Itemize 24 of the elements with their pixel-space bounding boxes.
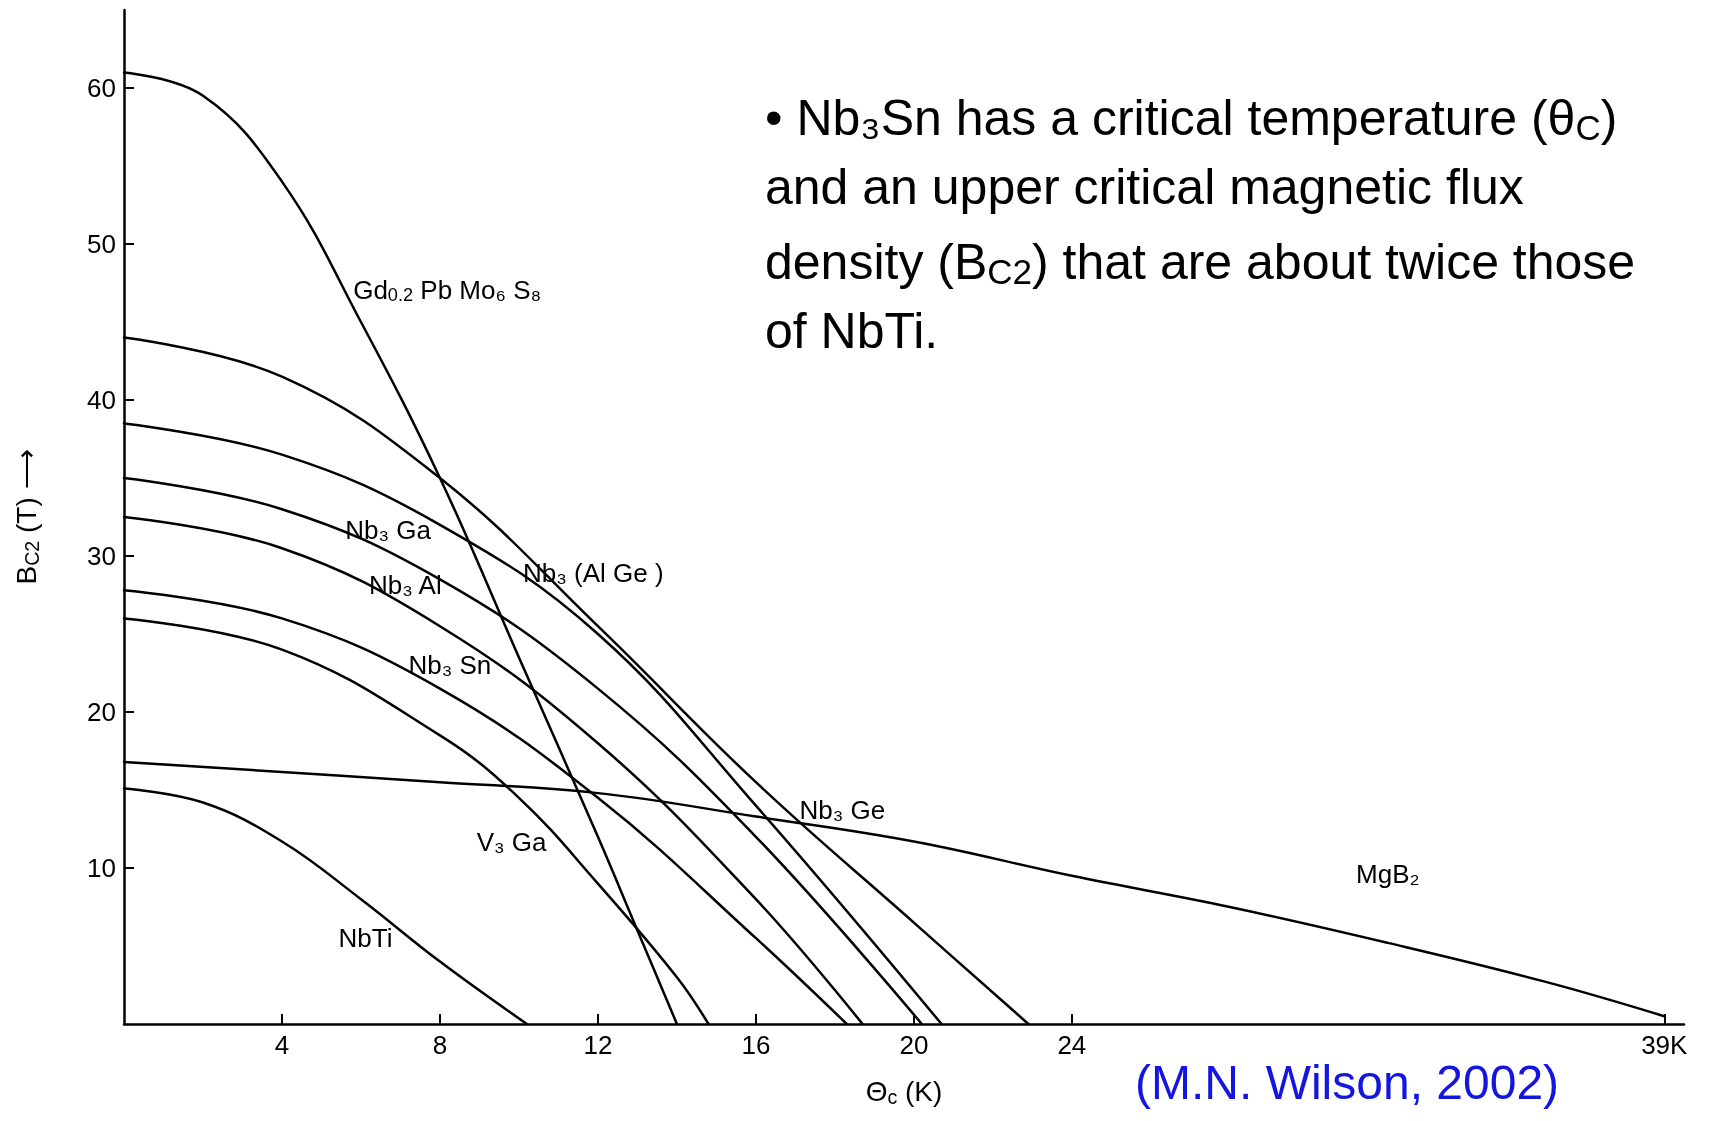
series-label: MgB₂ bbox=[1356, 859, 1420, 890]
text: (M.N. Wilson, 2002) bbox=[1135, 1055, 1560, 1109]
series-label: Nb₃ Ga bbox=[345, 514, 432, 545]
x-tick-label: 20 bbox=[899, 1030, 929, 1060]
y-tick-label: 40 bbox=[87, 385, 116, 415]
series-label: Nb₃ Al bbox=[368, 570, 442, 601]
y-tick-label: 30 bbox=[87, 541, 116, 571]
x-tick-label: 8 bbox=[432, 1030, 448, 1060]
y-tick-label: 60 bbox=[87, 73, 116, 103]
series-label: V₃ Ga bbox=[476, 827, 548, 858]
x-tick-label: 16 bbox=[741, 1030, 771, 1060]
y-tick-label: 50 bbox=[87, 229, 116, 259]
x-tick-label: 12 bbox=[583, 1030, 613, 1060]
series-label: Gd0.2 Pb Mo₆ S₈ bbox=[353, 274, 542, 306]
y-tick-label: 10 bbox=[87, 853, 116, 883]
y-axis-title: BC2 (T) ⟶ bbox=[10, 449, 43, 585]
x-tick-label: 24 bbox=[1057, 1030, 1087, 1060]
y-tick-label: 20 bbox=[87, 697, 116, 727]
x-tick-label: 39K bbox=[1641, 1030, 1689, 1060]
series-label: Nb₃ Sn bbox=[408, 650, 492, 681]
x-tick-label: 4 bbox=[274, 1030, 290, 1060]
text: • Nb₃Sn has a critical temperature (θC) and an upper critical magnetic flux density (BC2) that are about twice those of NbTi. bbox=[765, 89, 1636, 359]
series-label: Nb₃ Ge bbox=[799, 794, 886, 825]
series-label: NbTi bbox=[338, 923, 393, 954]
